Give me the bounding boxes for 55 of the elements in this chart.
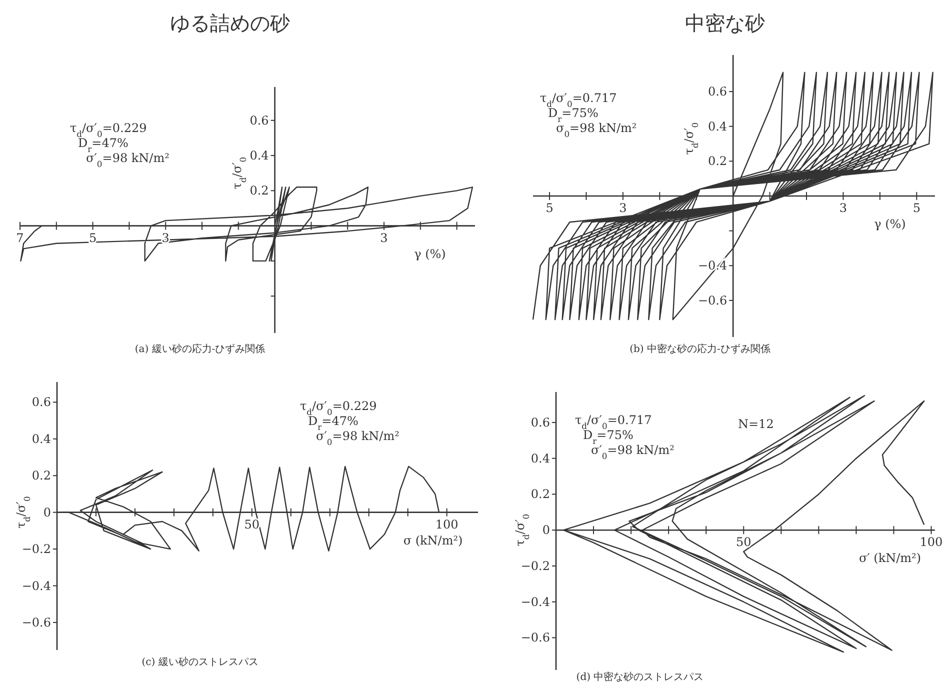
- x-tick-label: 5: [912, 201, 920, 215]
- chart-title: 中密な砂: [685, 11, 765, 35]
- annotation: τ$_{d}$/σ′$_{0}$=0.717: [540, 91, 617, 109]
- y-tick-label: 0.6: [530, 415, 550, 430]
- annotation: D$_{r}$=47%: [308, 414, 358, 432]
- annotation: σ$_{0}$=98 kN/m²: [556, 121, 637, 139]
- x-tick-label: 50: [736, 535, 752, 550]
- annotation: D$_{r}$=47%: [78, 136, 128, 154]
- text: (d) 中密な砂のストレスパス: [576, 671, 704, 683]
- y-tick-label: −0.4: [520, 594, 550, 609]
- annotation: σ′$_{0}$=98 kN/m²: [86, 151, 170, 169]
- y-tick-label: −0.4: [22, 578, 52, 593]
- y-tick-label: 0.2: [32, 468, 51, 483]
- annotation: D$_{r}$=75%: [583, 428, 634, 446]
- annotation: σ′$_{0}$=98 kN/m²: [316, 429, 400, 447]
- x-axis-title: γ (%): [874, 217, 906, 231]
- x-axis-title: σ (kN/m²): [403, 533, 463, 548]
- y-tick-label: 0.6: [250, 113, 269, 128]
- y-tick-label: 0.4: [32, 432, 52, 446]
- text: (b) 中密な砂の応力-ひずみ関係: [630, 343, 770, 355]
- x-tick-label: 5: [88, 230, 97, 245]
- x-axis-title: σ′ (kN/m²): [858, 551, 922, 566]
- x-axis-title: γ (%): [414, 246, 446, 261]
- annotation: τ$_{d}$/σ′$_{0}$=0.229: [70, 121, 147, 139]
- y-tick-label: 0.4: [250, 148, 270, 163]
- chart-title: ゆる詰めの砂: [170, 11, 290, 35]
- annotation: N=12: [738, 417, 774, 431]
- annotation: σ′$_{0}$=98 kN/m²: [591, 443, 675, 461]
- y-tick-label: 0.6: [708, 84, 728, 99]
- y-tick-label: 0.2: [708, 154, 728, 168]
- x-tick-label: 50: [244, 517, 260, 532]
- y-tick-label: 0.4: [708, 119, 728, 134]
- y-tick-label: −0.2: [520, 558, 550, 573]
- y-tick-label: 0.2: [530, 487, 550, 502]
- y-tick-label: −0.6: [520, 630, 550, 645]
- x-tick-label: 3: [619, 201, 627, 215]
- text: (c) 緩い砂のストレスパス: [142, 656, 258, 668]
- text: (a) 緩い砂の応力-ひずみ関係: [134, 343, 266, 355]
- x-tick-label: 5: [546, 201, 554, 215]
- x-tick-label: 7: [16, 230, 24, 245]
- y-tick-label: 0: [542, 523, 550, 538]
- x-tick-label: 3: [380, 230, 388, 245]
- y-tick-label: 0.6: [32, 395, 51, 410]
- x-tick-label: 3: [839, 201, 848, 215]
- annotation: τ$_{d}$/σ′$_{0}$=0.717: [575, 413, 652, 431]
- y-tick-label: −0.2: [22, 542, 51, 556]
- y-tick-label: 0.2: [250, 184, 269, 198]
- annotation: τ$_{d}$/σ′$_{0}$=0.229: [300, 399, 377, 417]
- y-tick-label: 0: [43, 505, 51, 520]
- x-tick-label: 100: [435, 517, 458, 532]
- x-tick-label: 100: [920, 535, 943, 550]
- y-tick-label: 0.4: [530, 451, 550, 466]
- annotation: D$_{r}$=75%: [548, 106, 598, 124]
- y-tick-label: −0.6: [698, 293, 728, 308]
- y-tick-label: −0.6: [22, 615, 51, 630]
